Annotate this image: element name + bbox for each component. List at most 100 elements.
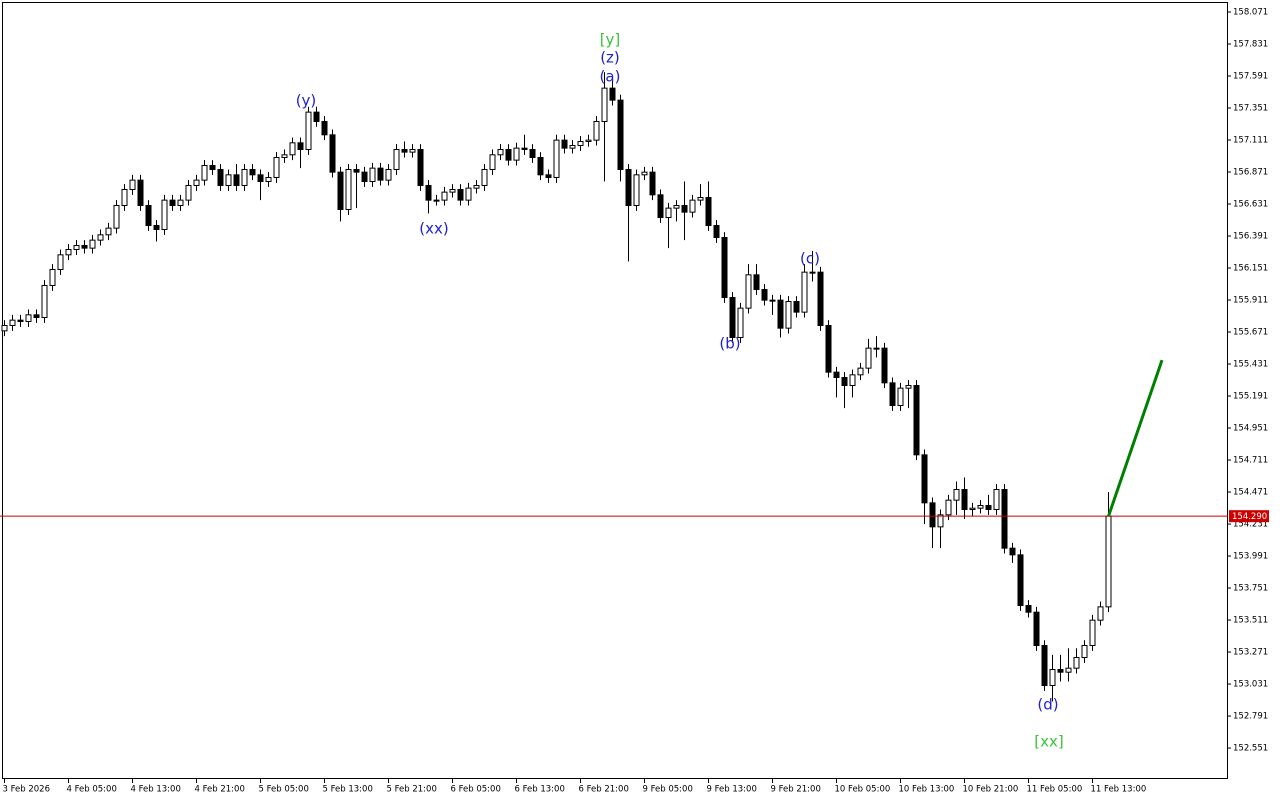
- candle-body: [497, 148, 504, 156]
- candle-body: [81, 244, 88, 249]
- x-tick-label: 9 Feb 05:00: [643, 785, 693, 795]
- candle-body: [249, 168, 256, 176]
- candle-body: [89, 239, 96, 249]
- x-tick-label: 4 Feb 13:00: [131, 785, 181, 795]
- candle-body: [241, 168, 248, 186]
- y-tick-label: 152.551: [1233, 744, 1268, 754]
- candle-body: [361, 171, 368, 182]
- candle-body: [113, 204, 120, 229]
- candle-body: [841, 376, 848, 386]
- candle-body: [689, 199, 696, 213]
- candle-body: [929, 502, 936, 528]
- candle-body: [937, 514, 944, 528]
- x-tick-label: 5 Feb 13:00: [323, 785, 373, 795]
- x-tick-label: 11 Feb 13:00: [1091, 785, 1147, 795]
- y-tick-label: 157.831: [1233, 40, 1268, 50]
- x-tick-label: 6 Feb 13:00: [515, 785, 565, 795]
- candle-body: [921, 454, 928, 504]
- candle-body: [585, 139, 592, 142]
- candle-body: [345, 168, 352, 210]
- y-tick-label: 153.511: [1233, 616, 1268, 626]
- candle-body: [665, 207, 672, 218]
- candle-body: [521, 147, 528, 150]
- plot-frame: [2, 2, 1228, 779]
- y-tick-label: 156.151: [1233, 264, 1268, 274]
- candle-body: [1057, 669, 1064, 673]
- candle-body: [1081, 645, 1088, 659]
- candle-body: [385, 168, 392, 181]
- candle-body: [713, 224, 720, 238]
- candle-body: [537, 156, 544, 176]
- candle-body: [761, 288, 768, 301]
- y-tick-label: 156.391: [1233, 232, 1268, 242]
- candle-body: [985, 505, 992, 511]
- y-tick-label: 157.351: [1233, 104, 1268, 114]
- candle-body: [737, 307, 744, 338]
- candle-body: [993, 489, 1000, 511]
- candle-body: [697, 196, 704, 201]
- x-tick-label: 10 Feb 13:00: [899, 785, 955, 795]
- y-tick-label: 155.431: [1233, 360, 1268, 370]
- candle-body: [105, 227, 112, 236]
- candle-body: [41, 284, 48, 318]
- candle-body: [185, 184, 192, 201]
- candle-body: [809, 271, 816, 274]
- candle-body: [705, 196, 712, 226]
- candle-body: [577, 140, 584, 146]
- candle-body: [1073, 657, 1080, 669]
- y-tick-label: 154.231: [1233, 520, 1268, 530]
- candle-body: [17, 319, 24, 322]
- candle-body: [857, 367, 864, 376]
- x-tick-label: 6 Feb 05:00: [451, 785, 501, 795]
- candle-body: [425, 184, 432, 201]
- x-tick-label: 5 Feb 21:00: [387, 785, 437, 795]
- candle-body: [1041, 645, 1048, 687]
- x-tick-label: 10 Feb 05:00: [835, 785, 891, 795]
- candle-body: [1017, 554, 1024, 607]
- candle-body: [49, 268, 56, 286]
- candle-body: [505, 148, 512, 161]
- candle-body: [513, 147, 520, 161]
- candle-body: [281, 154, 288, 158]
- candle-body: [97, 234, 104, 241]
- candle-body: [33, 314, 40, 318]
- x-tick-label: 11 Feb 05:00: [1027, 785, 1083, 795]
- candle-body: [529, 148, 536, 158]
- candle-body: [641, 171, 648, 176]
- candle-body: [545, 174, 552, 178]
- candle-body: [721, 236, 728, 298]
- candle-body: [369, 167, 376, 182]
- candle-body: [673, 204, 680, 209]
- candle-body: [561, 139, 568, 149]
- candle-body: [25, 314, 32, 322]
- candle-body: [489, 154, 496, 170]
- current-price-box: [1229, 510, 1269, 523]
- wave-label: (a): [600, 68, 621, 86]
- y-tick-label: 154.711: [1233, 456, 1268, 466]
- candle-body: [1001, 489, 1008, 549]
- candle-body: [65, 248, 72, 256]
- candle-body: [633, 174, 640, 206]
- candle-body: [329, 134, 336, 173]
- candle-body: [337, 171, 344, 210]
- candle-body: [649, 171, 656, 196]
- y-tick-label: 153.751: [1233, 584, 1268, 594]
- y-tick-label: 155.911: [1233, 296, 1268, 306]
- candle-body: [273, 156, 280, 178]
- candle-body: [1009, 547, 1016, 556]
- candle-body: [889, 382, 896, 407]
- candle-body: [465, 187, 472, 201]
- candle-body: [793, 300, 800, 313]
- wave-label: [y]: [600, 31, 621, 49]
- y-tick-label: 153.991: [1233, 552, 1268, 562]
- candle-body: [313, 111, 320, 122]
- candle-body: [377, 167, 384, 181]
- x-tick-label: 4 Feb 05:00: [67, 785, 117, 795]
- y-tick-label: 155.191: [1233, 392, 1268, 402]
- x-tick-label: 6 Feb 21:00: [579, 785, 629, 795]
- candle-body: [1033, 611, 1040, 647]
- candle-body: [257, 174, 264, 182]
- y-tick-label: 155.671: [1233, 328, 1268, 338]
